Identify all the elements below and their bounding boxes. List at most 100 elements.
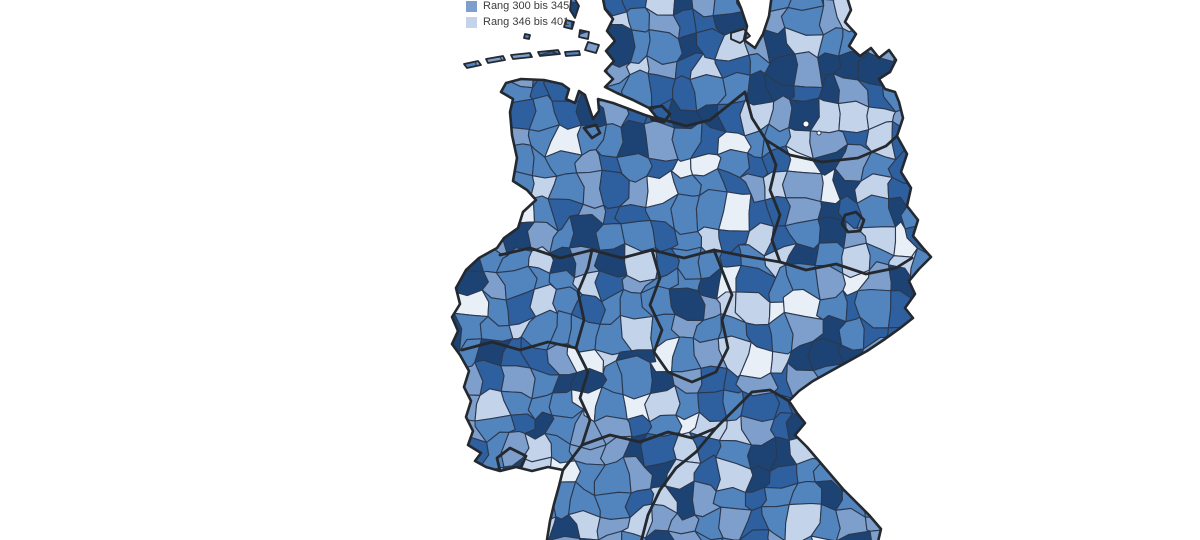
legend-item: Rang 346 bis 401 [466, 14, 569, 30]
island-outline [578, 29, 590, 40]
district-shape [911, 6, 931, 39]
state-border [574, 248, 594, 350]
district-shape [551, 34, 581, 63]
district-shape [840, 416, 867, 446]
district-shape [934, 103, 961, 132]
district-shape [495, 196, 536, 224]
district-shape [452, 505, 455, 538]
district-shape [571, 538, 606, 540]
district-shape [480, 125, 511, 148]
district-shape [858, 462, 891, 492]
district-shape [458, 122, 487, 155]
district-shape [478, 98, 512, 130]
district-shape [909, 0, 931, 13]
district-shape [452, 389, 456, 419]
district-shape [452, 437, 464, 464]
state-border [582, 123, 602, 140]
district-shape [452, 98, 487, 130]
island-outline [523, 33, 531, 40]
district-shape [858, 416, 884, 446]
district-shape [833, 363, 870, 398]
district-shape [452, 56, 462, 89]
state-border [498, 246, 782, 264]
district-shape [452, 78, 458, 110]
district-shape [452, 216, 485, 247]
district-shape [879, 485, 921, 516]
district-shape [767, 529, 799, 540]
island-outline [730, 28, 751, 44]
district-shape [452, 414, 457, 445]
district-shape [911, 294, 931, 328]
district-shape [909, 314, 931, 350]
district-shape [833, 384, 870, 421]
district-shape [697, 365, 728, 394]
island-outline [537, 49, 561, 57]
legend-swatch [466, 16, 477, 28]
district-shape [547, 535, 581, 540]
district-shape [472, 215, 509, 257]
district-shape [939, 536, 966, 540]
district-shape [472, 503, 512, 540]
legend-item-label: Rang 300 bis 345 [483, 0, 570, 12]
state-border [495, 446, 528, 473]
district-shape [906, 127, 931, 154]
district-shape [452, 2, 460, 34]
district-shape [575, 58, 608, 88]
state-border [778, 256, 914, 276]
district-shape [452, 455, 464, 493]
district-shape [937, 317, 961, 356]
district-shape [452, 533, 455, 540]
district-shape [913, 506, 931, 540]
district-shape [718, 506, 753, 540]
district-shape [452, 240, 459, 278]
district-shape [876, 432, 919, 473]
lake-shape [802, 120, 810, 128]
district-shape [452, 291, 459, 314]
island-outline [510, 52, 533, 60]
district-shape [458, 462, 480, 494]
district-shape [909, 416, 931, 446]
district-shape [452, 486, 462, 508]
district-shape [933, 510, 969, 540]
state-border [764, 138, 782, 264]
district-shape [863, 367, 897, 391]
state-border [840, 210, 866, 234]
district-shape [938, 146, 961, 183]
district-shape [884, 336, 914, 369]
district-shape [935, 444, 968, 472]
legend: Rang 300 bis 345 Rang 346 bis 401 [466, 0, 569, 30]
district-shape [502, 506, 530, 537]
legend-swatch [466, 0, 477, 12]
district-shape [495, 29, 537, 54]
district-shape [452, 103, 463, 131]
district-shape [812, 363, 845, 402]
district-shape [906, 144, 931, 184]
district-shape [452, 218, 453, 255]
district-shape [568, 510, 601, 540]
district-shape [879, 533, 920, 540]
district-shape [917, 488, 931, 512]
state-border [648, 248, 734, 384]
state-border [460, 340, 578, 352]
district-shape [452, 505, 477, 540]
island-outline [485, 55, 506, 64]
district-shape [906, 181, 931, 208]
lake-shape [816, 130, 822, 136]
district-shape [457, 23, 477, 65]
district-shape [472, 199, 501, 219]
district-shape [910, 27, 931, 60]
district-shape [858, 432, 884, 473]
district-shape [935, 267, 968, 303]
district-shape [597, 530, 626, 540]
state-border [638, 426, 718, 540]
district-shape [911, 531, 931, 540]
district-shape [481, 144, 505, 181]
district-shape [760, 504, 790, 540]
island-outline [563, 19, 575, 30]
district-shape [452, 0, 464, 13]
district-shape [892, 34, 919, 63]
district-shape [455, 78, 489, 105]
district-shape [452, 175, 491, 210]
district-shape [694, 530, 725, 540]
